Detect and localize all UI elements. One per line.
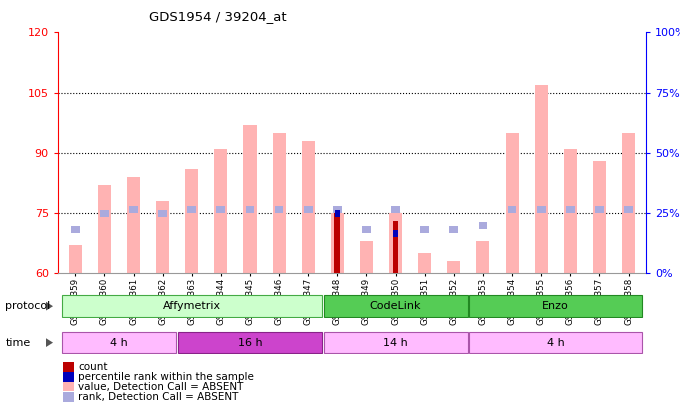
Bar — [304, 205, 313, 213]
FancyBboxPatch shape — [62, 332, 176, 354]
Bar — [100, 209, 109, 217]
Bar — [158, 209, 167, 217]
Text: 16 h: 16 h — [238, 338, 262, 347]
Bar — [477, 241, 490, 273]
Text: CodeLink: CodeLink — [370, 301, 422, 311]
Bar — [479, 222, 488, 229]
Bar — [564, 149, 577, 273]
FancyBboxPatch shape — [178, 332, 322, 354]
Text: count: count — [78, 362, 107, 372]
FancyBboxPatch shape — [324, 332, 468, 354]
Bar — [129, 205, 138, 213]
Bar — [508, 205, 516, 213]
Bar — [330, 213, 344, 273]
Bar — [302, 141, 315, 273]
Bar — [447, 261, 460, 273]
FancyBboxPatch shape — [62, 295, 322, 317]
Text: rank, Detection Call = ABSENT: rank, Detection Call = ABSENT — [78, 392, 239, 402]
Text: 4 h: 4 h — [547, 338, 564, 347]
Bar — [595, 205, 604, 213]
Bar — [63, 392, 73, 402]
Bar — [156, 201, 169, 273]
Bar — [362, 226, 371, 233]
Text: 4 h: 4 h — [110, 338, 128, 347]
Bar — [624, 205, 633, 213]
Bar — [389, 213, 402, 273]
Bar — [216, 205, 225, 213]
Bar — [188, 205, 196, 213]
Bar — [394, 230, 398, 237]
Bar — [63, 382, 73, 391]
Bar — [418, 253, 431, 273]
Bar — [98, 185, 111, 273]
Bar — [127, 177, 140, 273]
Bar — [273, 133, 286, 273]
Bar — [360, 241, 373, 273]
Text: Enzo: Enzo — [543, 301, 569, 311]
Bar — [335, 213, 340, 273]
Bar — [391, 205, 400, 213]
Bar — [69, 245, 82, 273]
FancyBboxPatch shape — [469, 295, 642, 317]
Text: percentile rank within the sample: percentile rank within the sample — [78, 372, 254, 382]
Bar — [333, 205, 342, 213]
Bar — [214, 149, 227, 273]
Polygon shape — [46, 338, 53, 347]
Bar — [275, 205, 284, 213]
Bar — [622, 133, 635, 273]
Bar — [505, 133, 519, 273]
Bar — [392, 221, 398, 273]
Bar — [63, 372, 73, 382]
Text: time: time — [5, 338, 31, 347]
Text: GDS1954 / 39204_at: GDS1954 / 39204_at — [149, 10, 286, 23]
FancyBboxPatch shape — [469, 332, 642, 354]
Bar — [420, 226, 429, 233]
Bar — [335, 209, 339, 217]
Bar — [245, 205, 254, 213]
Bar — [185, 169, 199, 273]
Bar — [71, 226, 80, 233]
Text: 14 h: 14 h — [384, 338, 408, 347]
Text: protocol: protocol — [5, 301, 51, 311]
Bar — [449, 226, 458, 233]
Bar — [537, 205, 545, 213]
Bar — [243, 125, 256, 273]
FancyBboxPatch shape — [324, 295, 468, 317]
Bar — [566, 205, 575, 213]
Bar — [534, 85, 547, 273]
Bar — [63, 362, 73, 372]
Bar — [593, 161, 606, 273]
Polygon shape — [46, 302, 53, 311]
Text: value, Detection Call = ABSENT: value, Detection Call = ABSENT — [78, 382, 243, 392]
Text: Affymetrix: Affymetrix — [163, 301, 221, 311]
